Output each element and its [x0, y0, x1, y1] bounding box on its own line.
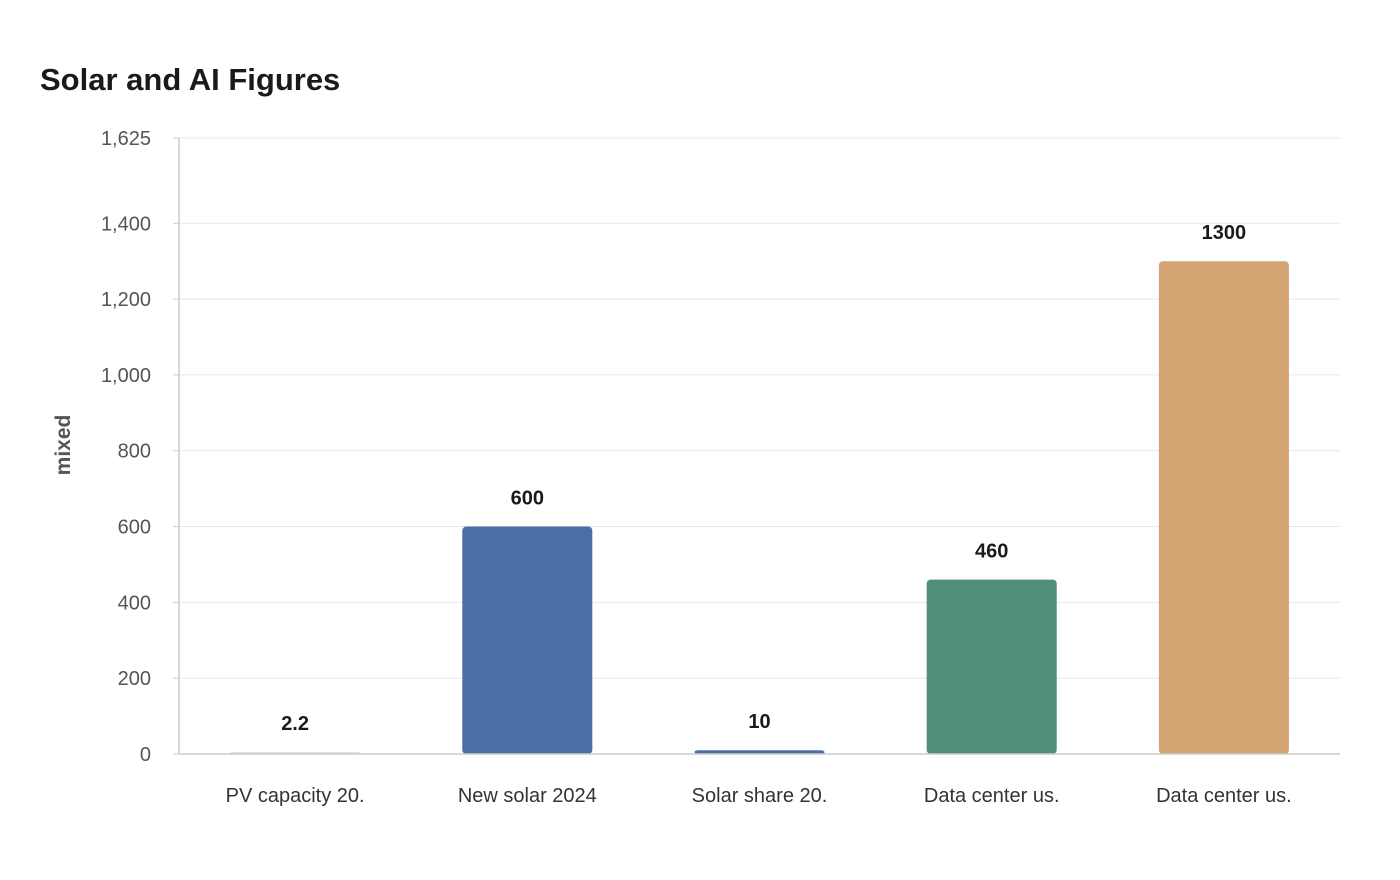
data-label: 460 — [975, 541, 1008, 563]
bar — [694, 750, 825, 754]
data-label: 10 — [748, 711, 770, 733]
gridlines — [179, 137, 1340, 679]
y-tick-label: 200 — [118, 668, 151, 690]
bar — [462, 526, 593, 754]
bar — [926, 579, 1057, 754]
y-tick-label: 1,625 — [101, 128, 151, 150]
x-tick-label: Data center us. — [924, 785, 1060, 807]
data-label: 1300 — [1202, 222, 1247, 244]
y-tick-label: 1,000 — [101, 365, 151, 387]
data-label: 2.2 — [281, 713, 309, 735]
y-axis-ticks: 0 200 400 600 800 1,000 1,200 1,400 1,625 — [101, 128, 179, 766]
x-tick-label: Solar share 20. — [692, 785, 828, 807]
y-tick-label: 800 — [118, 441, 151, 463]
chart-title: Solar and AI Figures — [40, 62, 340, 97]
data-label: 600 — [511, 488, 544, 510]
data-labels: 2.2 600 10 460 1300 — [281, 222, 1246, 735]
y-tick-label: 0 — [140, 744, 151, 766]
y-tick-label: 1,200 — [101, 289, 151, 311]
y-tick-label: 400 — [118, 592, 151, 614]
y-axis-label: mixed — [52, 415, 75, 476]
x-tick-label: New solar 2024 — [458, 785, 597, 807]
bars — [230, 261, 1289, 754]
x-tick-label: PV capacity 20. — [226, 785, 365, 807]
bar — [1158, 261, 1289, 754]
y-tick-label: 600 — [118, 517, 151, 539]
x-axis-ticks: PV capacity 20. New solar 2024 Solar share… — [226, 785, 1292, 807]
y-tick-label: 1,400 — [101, 213, 151, 235]
x-tick-label: Data center us. — [1156, 785, 1292, 807]
